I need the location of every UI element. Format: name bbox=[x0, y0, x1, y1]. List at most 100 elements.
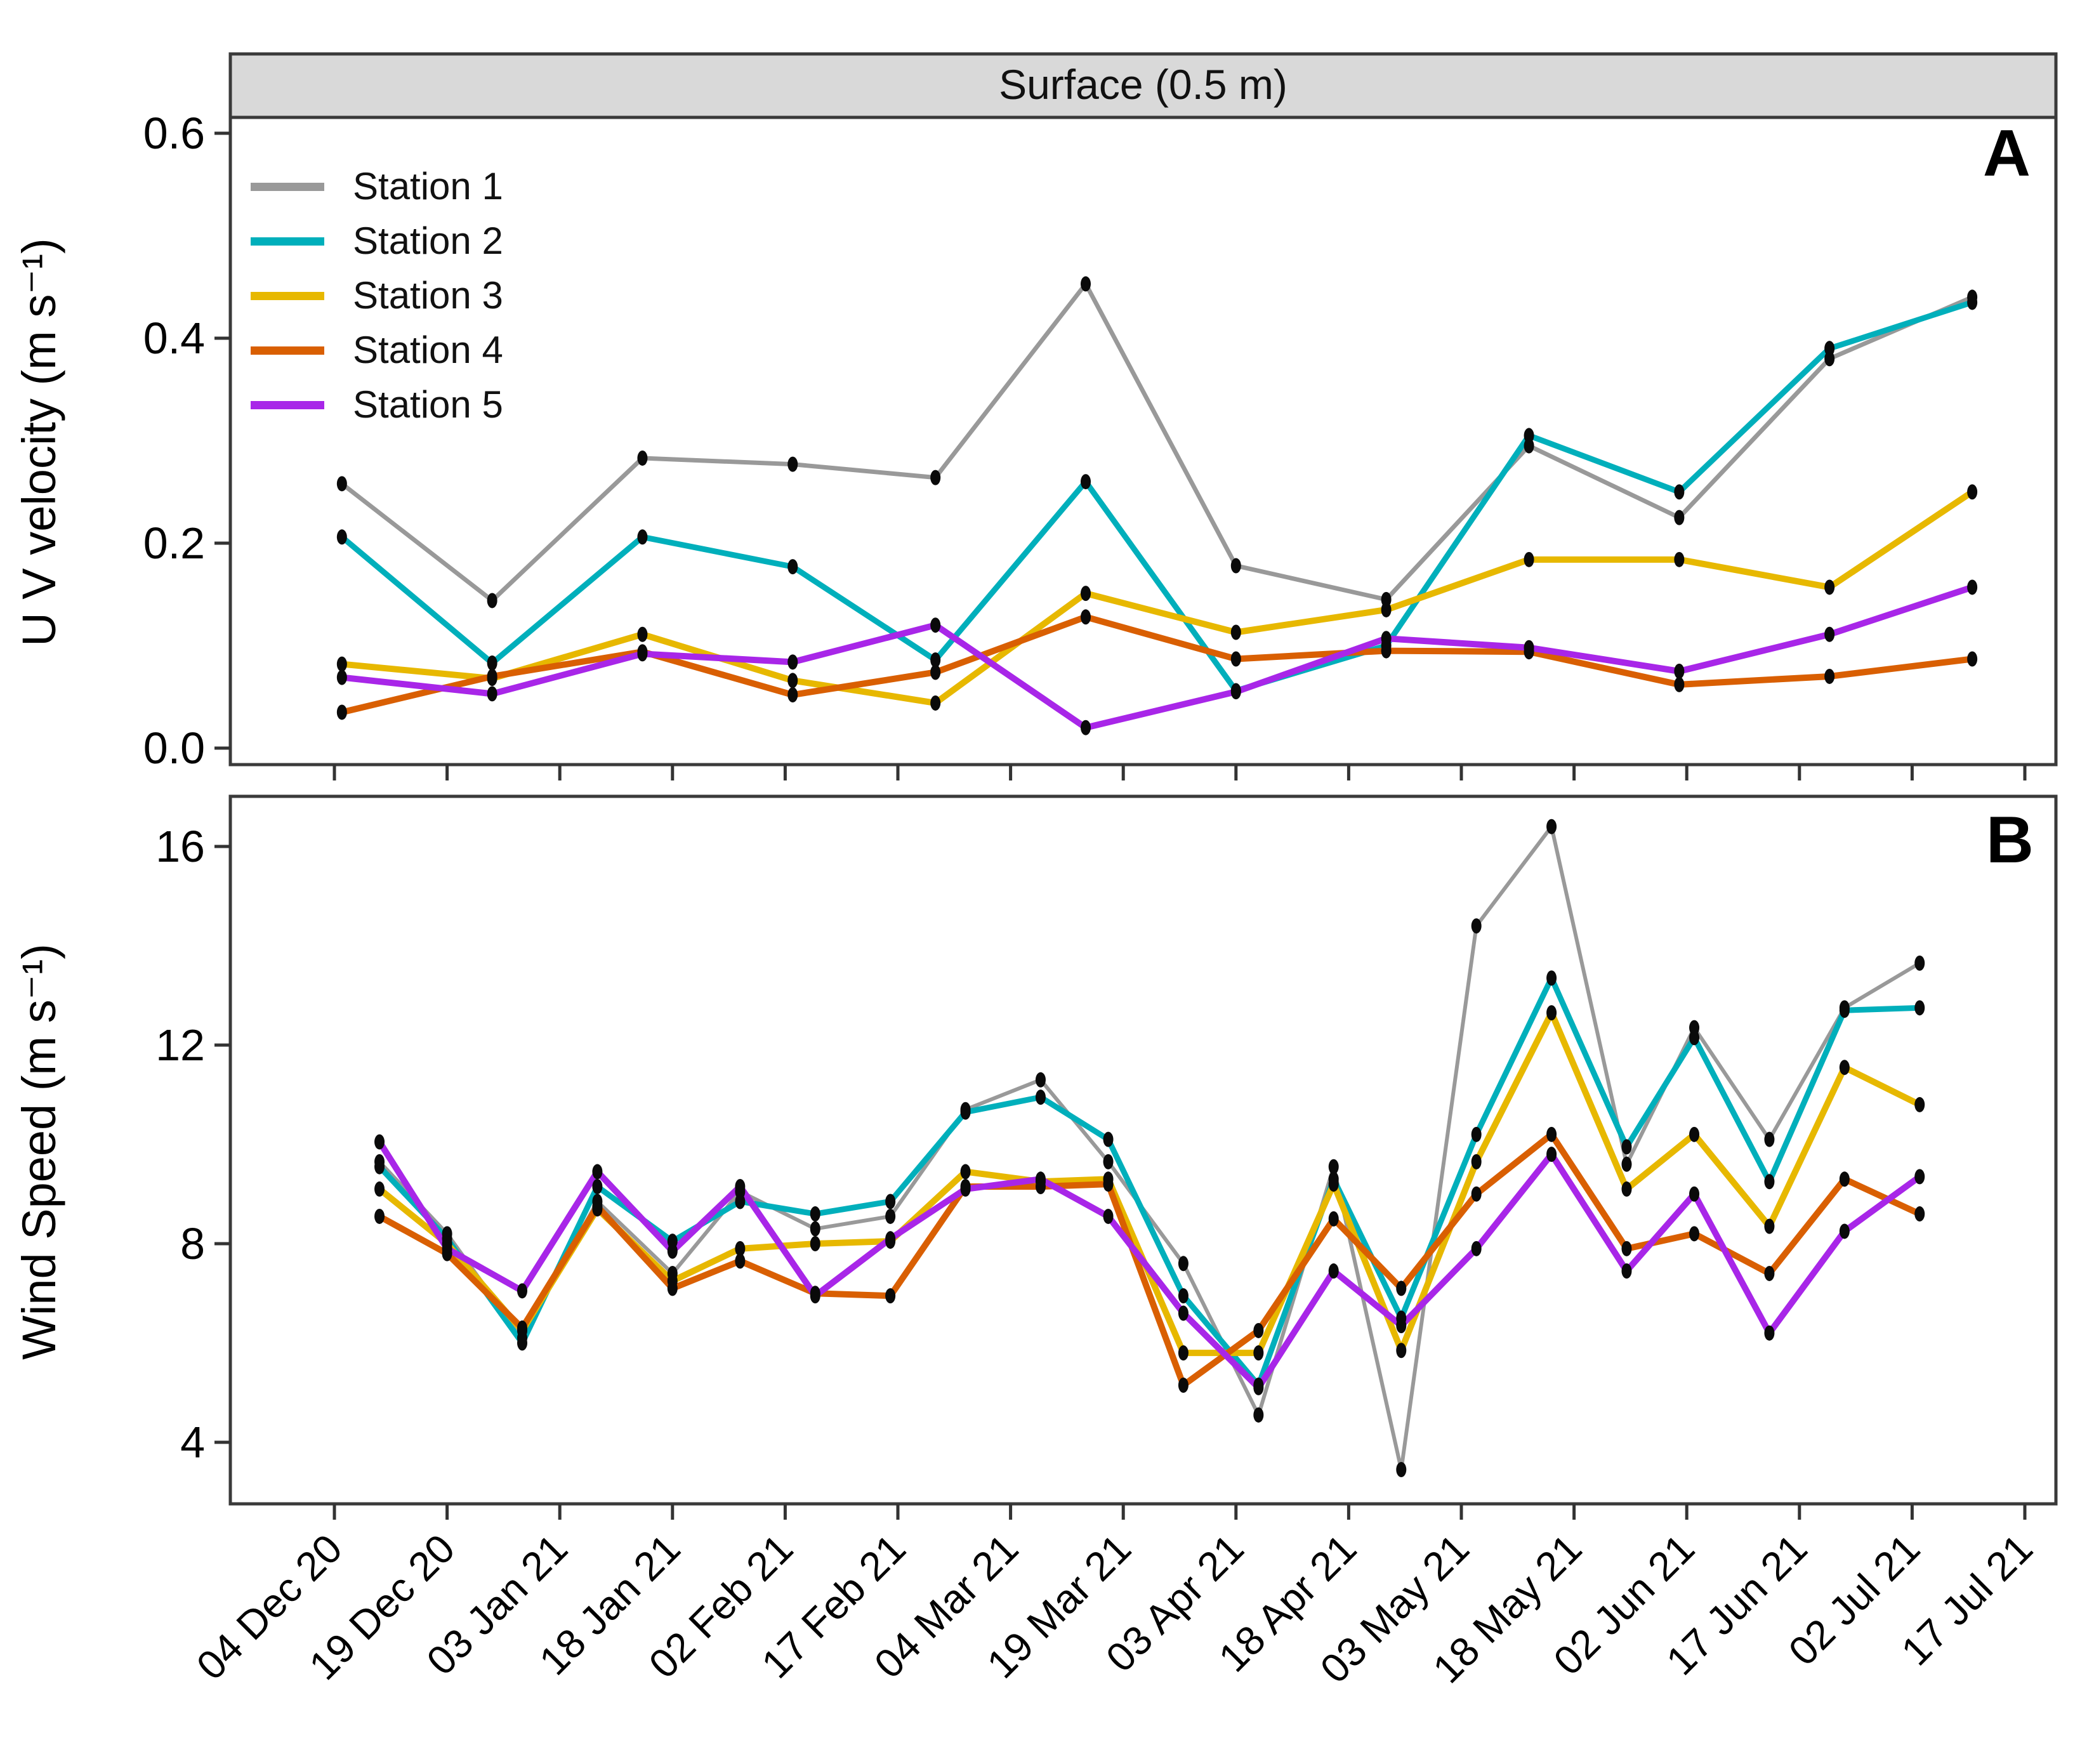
panel-b-data-point bbox=[1546, 1126, 1557, 1142]
panel-b-data-point bbox=[1914, 955, 1925, 971]
panel-a-data-point bbox=[1824, 341, 1835, 357]
panel-b-data-point bbox=[1103, 1176, 1114, 1192]
panel-b-data-point bbox=[885, 1288, 896, 1304]
panel-a-data-point bbox=[1230, 651, 1241, 667]
panel-b-data-point bbox=[1103, 1154, 1114, 1169]
panel-b-data-point bbox=[1689, 1126, 1700, 1142]
panel-b-data-point bbox=[517, 1320, 527, 1336]
panel-b-data-point bbox=[735, 1241, 746, 1256]
panel-b-data-point bbox=[885, 1208, 896, 1224]
panel-a-data-point bbox=[930, 695, 941, 711]
panel-b-data-point bbox=[1253, 1322, 1264, 1338]
panel-b-data-point bbox=[735, 1179, 746, 1195]
panel-a-data-point bbox=[487, 593, 497, 609]
panel-a-series-line-station-3 bbox=[338, 489, 1976, 706]
panel-a-data-point bbox=[930, 617, 941, 633]
panel-b-data-point bbox=[1471, 1126, 1482, 1142]
panel-a-data-point bbox=[1381, 643, 1392, 659]
panel-b-series-line-station-4 bbox=[376, 1131, 1923, 1389]
panel-a-data-point bbox=[1230, 684, 1241, 700]
panel-a-data-point bbox=[1824, 579, 1835, 595]
panel-a-y-tick-label: 0.2 bbox=[143, 518, 205, 568]
panel-b-data-point bbox=[517, 1283, 527, 1299]
panel-a-data-point bbox=[1230, 558, 1241, 574]
panel-a-data-point bbox=[1081, 474, 1091, 490]
panel-a-data-point bbox=[637, 626, 648, 642]
panel-a-data-point bbox=[1230, 624, 1241, 640]
panel-b-data-point bbox=[1178, 1288, 1189, 1304]
panel-a-data-point bbox=[336, 669, 347, 685]
panel-b-data-point bbox=[810, 1206, 820, 1222]
panel-b-data-point bbox=[1396, 1318, 1407, 1334]
panel-a-data-point bbox=[1381, 631, 1392, 647]
panel-b-data-point bbox=[1621, 1156, 1632, 1172]
panel-b-data-point bbox=[960, 1164, 971, 1180]
panel-a-data-point bbox=[637, 529, 648, 545]
panel-b-data-point bbox=[1328, 1159, 1339, 1175]
panel-b-data-point bbox=[1103, 1208, 1114, 1224]
panel-b-y-tick-label: 4 bbox=[180, 1418, 205, 1467]
panel-a-series-line-station-5 bbox=[338, 584, 1976, 731]
panel-b-data-point bbox=[1764, 1218, 1775, 1234]
panel-b-data-point bbox=[1471, 1154, 1482, 1169]
panel-b-data-point bbox=[1328, 1263, 1339, 1279]
panel-a-series-line-station-4 bbox=[338, 614, 1976, 716]
panel-b-data-point bbox=[885, 1194, 896, 1209]
panel-b-data-point bbox=[1689, 1186, 1700, 1202]
panel-a-data-point bbox=[930, 664, 941, 680]
panel-a-data-point bbox=[487, 686, 497, 702]
panel-b-data-point bbox=[592, 1199, 603, 1214]
panel-b-data-point bbox=[1471, 1186, 1482, 1202]
panel-a-data-point bbox=[1674, 484, 1685, 500]
panel-a-y-tick-label: 0.4 bbox=[143, 313, 205, 363]
panel-a-data-point bbox=[637, 646, 648, 662]
panel-b-data-point bbox=[960, 1104, 971, 1120]
panel-a-data-point bbox=[1674, 551, 1685, 567]
panel-a-data-point bbox=[1524, 640, 1534, 655]
panel-b-data-point bbox=[1839, 1223, 1850, 1239]
panel-b-data-point bbox=[667, 1280, 678, 1296]
panel-b-data-point bbox=[442, 1241, 452, 1256]
panel-b-data-point bbox=[1035, 1171, 1046, 1187]
panel-b-data-point bbox=[517, 1335, 527, 1351]
panel-b-data-point bbox=[1178, 1256, 1189, 1272]
panel-b-data-point bbox=[1839, 1060, 1850, 1076]
panel-a-data-point bbox=[1674, 510, 1685, 525]
panel-b-data-point bbox=[810, 1288, 820, 1304]
panel-b-data-point bbox=[1621, 1181, 1632, 1197]
panel-b-data-point bbox=[1689, 1030, 1700, 1046]
panel-b-data-point bbox=[735, 1253, 746, 1269]
panel-b-frame bbox=[228, 794, 2058, 1506]
panel-b-y-tick-label: 16 bbox=[155, 822, 205, 871]
panel-a-y-tick-label: 0.0 bbox=[143, 723, 205, 773]
panel-a-frame bbox=[228, 115, 2058, 767]
panel-b-data-point bbox=[1914, 1000, 1925, 1016]
panel-b-data-point bbox=[1035, 1089, 1046, 1105]
panel-a-data-point bbox=[1674, 663, 1685, 679]
panel-a-data-point bbox=[1967, 651, 1978, 667]
panel-a-data-point bbox=[1381, 602, 1392, 617]
panel-b-data-point bbox=[667, 1243, 678, 1259]
panel-a-data-point bbox=[1824, 626, 1835, 642]
panel-b-data-point bbox=[810, 1236, 820, 1251]
panel-a-data-point bbox=[787, 654, 798, 670]
panel-a-series-line-station-1 bbox=[339, 281, 1975, 603]
panel-b-data-point bbox=[1764, 1265, 1775, 1281]
panel-b-data-point bbox=[1839, 1003, 1850, 1018]
panel-b-data-point bbox=[1914, 1096, 1925, 1112]
panel-b-data-point bbox=[592, 1179, 603, 1195]
panel-a-data-point bbox=[487, 655, 497, 671]
panel-a-data-point bbox=[336, 476, 347, 492]
panel-b-data-point bbox=[1396, 1280, 1407, 1296]
panel-b-data-point bbox=[1546, 1147, 1557, 1162]
panel-b-data-point bbox=[1178, 1345, 1189, 1361]
panel-b-data-point bbox=[592, 1164, 603, 1180]
panel-b-data-point bbox=[1178, 1378, 1189, 1393]
panel-b-y-tick-label: 8 bbox=[180, 1219, 205, 1268]
panel-b-data-point bbox=[1621, 1139, 1632, 1155]
panel-a-data-point bbox=[1674, 676, 1685, 692]
panel-b-data-point bbox=[1621, 1241, 1632, 1256]
